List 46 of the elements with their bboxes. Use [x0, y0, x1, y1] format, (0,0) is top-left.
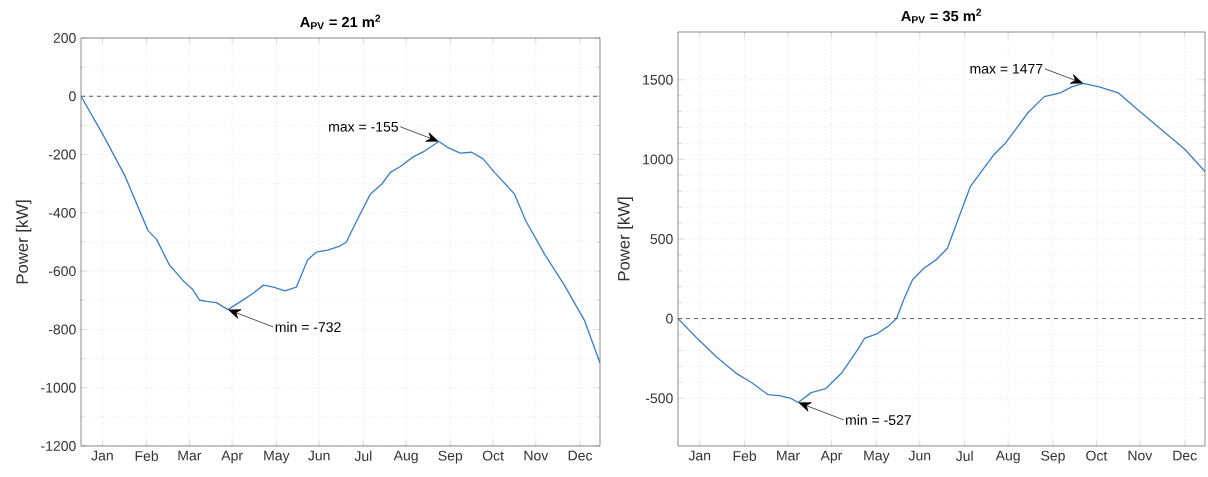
x-tick-label: Jan — [91, 450, 113, 461]
y-tick-label: 0 — [69, 91, 76, 102]
annotation: max = 1477 — [970, 63, 1043, 74]
y-tick-label: -1200 — [41, 441, 76, 451]
annotation: max = -155 — [329, 121, 399, 132]
x-tick-label: Dec — [1173, 450, 1197, 461]
y-axis-title: Power [kW] — [15, 200, 32, 284]
x-tick-label: Sep — [1041, 450, 1065, 464]
y-tick-label: 0 — [666, 313, 673, 324]
y-tick-label: -500 — [645, 393, 673, 404]
y-tick-label: 1500 — [643, 74, 673, 85]
x-tick-label: May — [864, 450, 890, 464]
y-axis-title: Power [kW] — [617, 197, 633, 281]
x-tick-label: Oct — [482, 450, 504, 461]
x-tick-label: Apr — [820, 450, 843, 464]
x-tick-label: Oct — [1086, 450, 1108, 461]
y-tick-label: 200 — [53, 33, 76, 43]
x-tick-label: Jun — [908, 450, 931, 461]
x-tick-label: Jul — [955, 450, 973, 461]
x-tick-label: Jan — [688, 450, 711, 461]
y-tick-label: -200 — [48, 149, 76, 160]
x-tick-label: Dec — [568, 450, 593, 461]
x-tick-label: Mar — [777, 450, 800, 461]
x-tick-label: Apr — [221, 450, 243, 464]
x-tick-label: Jun — [308, 450, 330, 461]
annotation: min = -732 — [275, 321, 341, 333]
x-tick-label: Sep — [438, 450, 463, 464]
y-tick-label: -1000 — [41, 382, 76, 393]
x-tick-label: May — [264, 450, 290, 464]
line-series — [81, 95, 600, 364]
y-tick-label: 500 — [650, 234, 673, 244]
x-tick-label: Nov — [1128, 450, 1153, 461]
x-tick-label: Aug — [995, 450, 1020, 464]
x-tick-label: Feb — [135, 450, 159, 461]
annotation: min = -527 — [846, 414, 911, 425]
y-tick-label: 1000 — [643, 154, 673, 165]
y-tick-label: -400 — [48, 207, 76, 218]
y-tick-label: -800 — [48, 324, 76, 335]
y-tick-label: -600 — [48, 266, 76, 277]
chart-title: A$_{PV}$ = 21 m$^{2}$ — [300, 14, 381, 30]
x-tick-label: Mar — [178, 450, 202, 461]
x-tick-label: Nov — [524, 450, 549, 461]
x-tick-label: Jul — [354, 450, 372, 461]
chart-title: A$_{PV}$ = 35 m$^{2}$ — [901, 8, 982, 24]
x-tick-label: Aug — [393, 450, 418, 464]
x-tick-label: Feb — [733, 450, 757, 461]
